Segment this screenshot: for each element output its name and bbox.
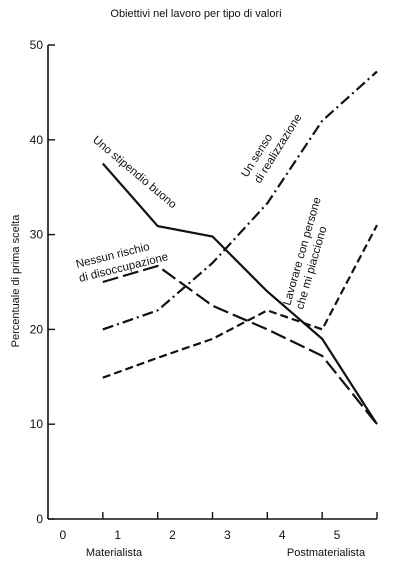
- chart-title: Obiettivi nel lavoro per tipo di valori: [110, 8, 281, 20]
- x-tick-label: 2: [169, 528, 176, 542]
- x-tick-label: 5: [334, 528, 341, 542]
- series-lines: [101, 70, 378, 425]
- series-line-1: [102, 70, 378, 331]
- x-tick-label: 1: [114, 528, 121, 542]
- x-tick-label: 0: [59, 528, 66, 542]
- y-tick-label: 30: [30, 228, 44, 242]
- series-labels: Uno stipendio buono Un senso di realizza…: [75, 112, 330, 311]
- y-ticks: 0 10 20 30 40 50: [30, 38, 55, 526]
- y-tick-label: 10: [30, 417, 44, 431]
- x-end-label: Postmaterialista: [287, 547, 366, 559]
- y-tick-label: 0: [36, 512, 43, 526]
- y-tick-label: 20: [30, 322, 44, 336]
- series-line-2: [102, 264, 378, 425]
- series-line-0: [101, 162, 378, 425]
- y-tick-label: 40: [30, 133, 44, 147]
- y-axis-label: Percentuale di prima scelta: [10, 214, 22, 348]
- x-ticks: 0 1 2 3 4 5: [59, 512, 378, 542]
- x-start-label: Materialista: [86, 547, 143, 559]
- series-line-3: [102, 224, 378, 379]
- y-tick-label: 50: [30, 38, 44, 52]
- x-tick-label: 3: [224, 528, 231, 542]
- x-tick-label: 4: [279, 528, 286, 542]
